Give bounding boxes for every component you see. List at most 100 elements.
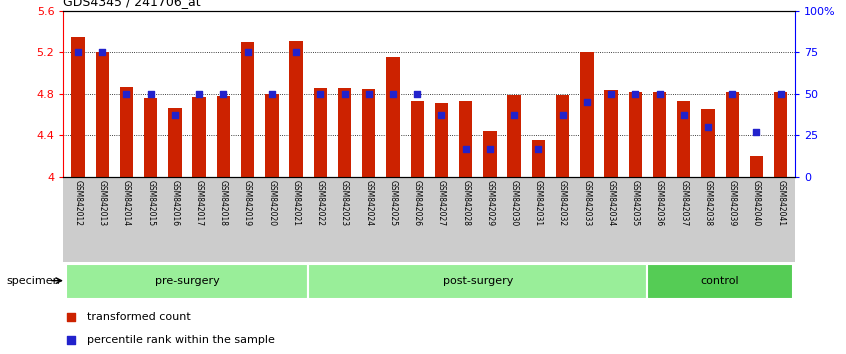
Point <box>168 113 182 118</box>
Point <box>531 146 545 152</box>
Text: GSM842018: GSM842018 <box>219 181 228 227</box>
Bar <box>483 131 497 177</box>
Bar <box>71 36 85 177</box>
Point <box>508 113 521 118</box>
Text: GSM842028: GSM842028 <box>461 181 470 227</box>
Bar <box>580 52 594 177</box>
Text: specimen: specimen <box>6 276 60 286</box>
Point <box>71 50 85 55</box>
Bar <box>338 87 351 177</box>
Point <box>192 91 206 97</box>
Bar <box>144 98 157 177</box>
Bar <box>193 97 206 177</box>
Point <box>217 91 230 97</box>
Bar <box>265 94 278 177</box>
Bar <box>435 103 448 177</box>
Bar <box>750 156 763 177</box>
Text: GDS4345 / 241706_at: GDS4345 / 241706_at <box>63 0 201 8</box>
Text: GSM842041: GSM842041 <box>776 181 785 227</box>
Point <box>387 91 400 97</box>
Point <box>289 50 303 55</box>
Point <box>435 113 448 118</box>
Bar <box>241 42 255 177</box>
Text: GSM842023: GSM842023 <box>340 181 349 227</box>
Point <box>64 337 78 343</box>
Point <box>750 129 763 135</box>
Bar <box>120 86 133 177</box>
Text: GSM842026: GSM842026 <box>413 181 421 227</box>
Point <box>483 146 497 152</box>
Point <box>314 91 327 97</box>
Text: percentile rank within the sample: percentile rank within the sample <box>87 335 275 346</box>
Point <box>653 91 667 97</box>
Bar <box>410 101 424 177</box>
Text: GSM842031: GSM842031 <box>534 181 543 227</box>
Text: GSM842022: GSM842022 <box>316 181 325 227</box>
Point <box>119 91 133 97</box>
Point <box>241 50 255 55</box>
Text: GSM842014: GSM842014 <box>122 181 131 227</box>
Text: GSM842040: GSM842040 <box>752 181 761 227</box>
Bar <box>96 52 109 177</box>
Text: GSM842034: GSM842034 <box>607 181 616 227</box>
Bar <box>217 96 230 177</box>
Bar <box>168 108 182 177</box>
Bar <box>647 264 793 299</box>
Point <box>338 91 351 97</box>
Bar <box>508 95 521 177</box>
Point <box>410 91 424 97</box>
Text: GSM842027: GSM842027 <box>437 181 446 227</box>
Text: GSM842015: GSM842015 <box>146 181 155 227</box>
Bar <box>629 92 642 177</box>
Text: GSM842019: GSM842019 <box>243 181 252 227</box>
Point <box>604 91 618 97</box>
Bar <box>459 101 472 177</box>
Point <box>64 314 78 320</box>
Text: GSM842032: GSM842032 <box>558 181 567 227</box>
Point <box>362 91 376 97</box>
Bar <box>314 87 327 177</box>
Text: GSM842013: GSM842013 <box>98 181 107 227</box>
Point <box>580 99 594 105</box>
Point <box>144 91 157 97</box>
Text: GSM842033: GSM842033 <box>582 181 591 227</box>
Text: GSM842030: GSM842030 <box>509 181 519 227</box>
Bar <box>701 109 715 177</box>
Text: GSM842016: GSM842016 <box>170 181 179 227</box>
Bar <box>289 41 303 177</box>
Bar <box>387 57 399 177</box>
Text: GSM842012: GSM842012 <box>74 181 83 227</box>
Text: GSM842035: GSM842035 <box>631 181 640 227</box>
Text: pre-surgery: pre-surgery <box>155 276 219 286</box>
Text: GSM842017: GSM842017 <box>195 181 204 227</box>
Text: GSM842037: GSM842037 <box>679 181 689 227</box>
Bar <box>726 92 739 177</box>
Bar <box>677 101 690 177</box>
Text: post-surgery: post-surgery <box>442 276 513 286</box>
Text: GSM842036: GSM842036 <box>655 181 664 227</box>
Point <box>96 50 109 55</box>
Bar <box>66 264 308 299</box>
Text: GSM842029: GSM842029 <box>486 181 494 227</box>
Text: transformed count: transformed count <box>87 312 190 322</box>
Text: GSM842039: GSM842039 <box>728 181 737 227</box>
Point <box>726 91 739 97</box>
Text: GSM842020: GSM842020 <box>267 181 277 227</box>
Bar <box>774 92 788 177</box>
Point <box>459 146 472 152</box>
Text: control: control <box>700 276 739 286</box>
Text: GSM842025: GSM842025 <box>388 181 398 227</box>
Bar <box>556 95 569 177</box>
Text: GSM842021: GSM842021 <box>292 181 300 227</box>
Point <box>629 91 642 97</box>
Point <box>556 113 569 118</box>
Bar <box>362 88 376 177</box>
Bar <box>308 264 647 299</box>
Bar <box>532 139 545 177</box>
Point <box>677 113 690 118</box>
Bar <box>604 90 618 177</box>
Text: GSM842024: GSM842024 <box>365 181 373 227</box>
Bar <box>653 92 666 177</box>
Text: GSM842038: GSM842038 <box>704 181 712 227</box>
Point <box>774 91 788 97</box>
